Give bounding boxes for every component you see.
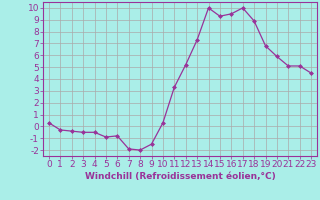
X-axis label: Windchill (Refroidissement éolien,°C): Windchill (Refroidissement éolien,°C) <box>84 172 276 181</box>
